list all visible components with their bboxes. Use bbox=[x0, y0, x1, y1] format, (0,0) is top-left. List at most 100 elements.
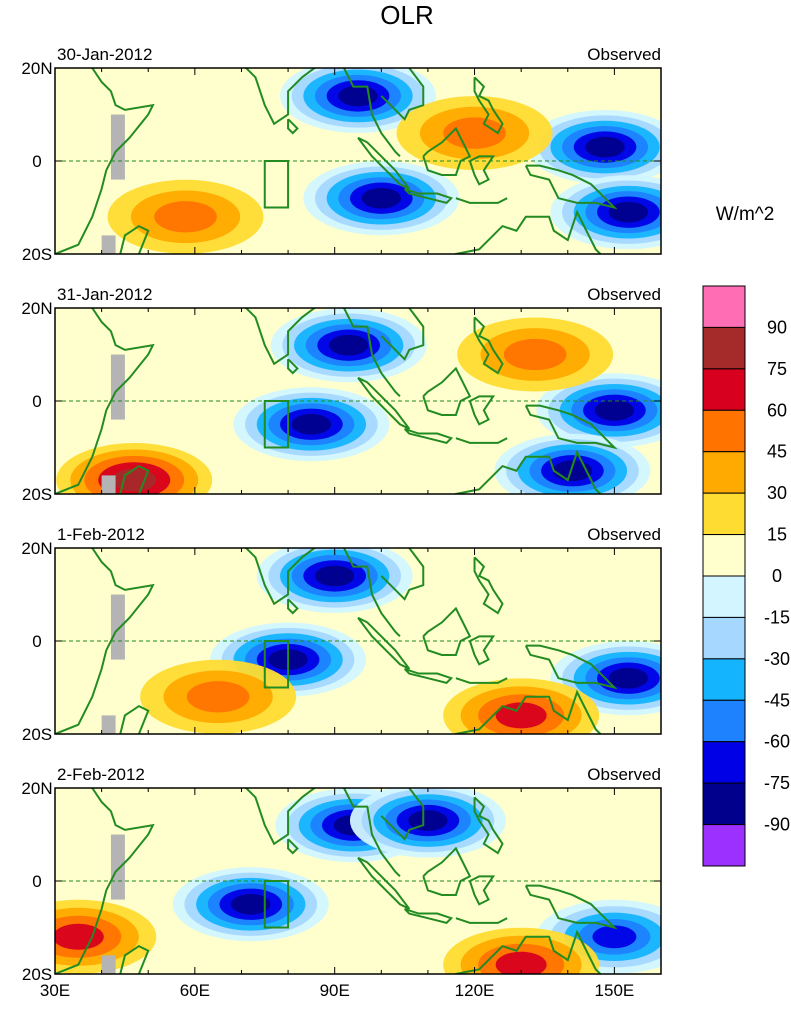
coastline bbox=[403, 187, 454, 204]
coastline bbox=[524, 884, 618, 930]
coastline bbox=[422, 366, 472, 416]
coastline bbox=[55, 68, 155, 254]
coastline bbox=[468, 395, 496, 426]
convection-contour bbox=[594, 399, 635, 421]
panel-label: Observed bbox=[587, 45, 661, 64]
missing-data-cell bbox=[101, 235, 116, 254]
panel-label: Observed bbox=[587, 285, 661, 304]
suppression-contour bbox=[443, 117, 506, 149]
coastline bbox=[524, 404, 618, 450]
colorbar-label: 60 bbox=[767, 400, 787, 420]
missing-data-cell bbox=[110, 834, 125, 900]
coastline bbox=[287, 118, 299, 135]
suppression-contour bbox=[112, 468, 157, 492]
colorbar-label: 0 bbox=[772, 566, 782, 586]
olr-field bbox=[55, 308, 661, 494]
panels: 20N 0 20S 30-Jan-2012 Observed 20N 0 20S 31-Jan-… bbox=[21, 45, 662, 1000]
colorbar-swatch bbox=[702, 741, 746, 784]
lon-tick-label: 30E bbox=[40, 981, 70, 1000]
colorbar-label: 90 bbox=[767, 317, 787, 337]
lat-tick-label: 0 bbox=[32, 152, 41, 171]
coastline bbox=[468, 875, 496, 906]
coastline bbox=[473, 316, 504, 375]
convection-contour bbox=[592, 925, 637, 949]
coastline bbox=[171, 68, 401, 158]
coastline bbox=[380, 308, 425, 361]
lat-tick-label: 20S bbox=[22, 245, 52, 264]
coastline bbox=[455, 437, 508, 444]
colorbar-swatch bbox=[702, 699, 746, 743]
suppression-contour bbox=[55, 923, 104, 950]
coastline bbox=[287, 838, 299, 855]
colorbar-swatch bbox=[702, 285, 746, 328]
suppression-contour bbox=[186, 681, 250, 713]
coastline bbox=[454, 929, 602, 974]
coastline bbox=[119, 704, 150, 734]
map-panel: 20N 0 20S 30-Jan-2012 Observed bbox=[21, 45, 662, 264]
colorbar-swatch bbox=[702, 824, 746, 867]
colorbar-swatch bbox=[702, 368, 746, 411]
coastline bbox=[55, 308, 155, 494]
panel-date: 2-Feb-2012 bbox=[57, 765, 145, 784]
coastline bbox=[403, 907, 454, 924]
index-box bbox=[263, 640, 290, 689]
figure-title: OLR bbox=[380, 0, 433, 30]
coastline bbox=[454, 209, 602, 254]
colorbar-swatch bbox=[702, 326, 746, 370]
colorbar-label: -90 bbox=[764, 815, 790, 835]
map-panel: 20N 0 20S 1-Feb-2012 Observed bbox=[21, 525, 662, 744]
colorbar-label: 30 bbox=[767, 483, 787, 503]
lat-tick-label: 20N bbox=[21, 299, 52, 318]
index-box bbox=[263, 160, 290, 209]
coastline bbox=[119, 464, 150, 494]
coastline bbox=[468, 635, 496, 666]
colorbar-label: 75 bbox=[767, 359, 787, 379]
colorbar-units: W/m^2 bbox=[716, 204, 775, 225]
lat-tick-label: 0 bbox=[32, 632, 41, 651]
coastline bbox=[171, 548, 401, 638]
missing-data-cell bbox=[110, 354, 125, 420]
colorbar-label: -30 bbox=[764, 649, 790, 669]
coastline bbox=[287, 598, 299, 615]
coastline bbox=[454, 689, 602, 734]
lat-tick-label: 20S bbox=[22, 725, 52, 744]
missing-data-cell bbox=[110, 114, 125, 180]
missing-data-cell bbox=[101, 715, 116, 734]
colorbar-swatch bbox=[702, 492, 746, 536]
map-panel: 20N 0 20S 31-Jan-2012 Observed bbox=[21, 285, 662, 504]
convection-contour bbox=[291, 413, 332, 435]
colorbar-swatch bbox=[702, 534, 746, 577]
colorbar-label: 45 bbox=[767, 442, 787, 462]
colorbar-label: -60 bbox=[764, 732, 790, 752]
colorbar-swatch bbox=[702, 451, 746, 494]
colorbar-swatch bbox=[702, 575, 746, 618]
lon-tick-label: 120E bbox=[455, 981, 495, 1000]
coastline bbox=[287, 358, 299, 375]
lon-tick-label: 150E bbox=[595, 981, 635, 1000]
panel-date: 30-Jan-2012 bbox=[57, 45, 152, 64]
coastline bbox=[119, 944, 150, 974]
coastline bbox=[55, 548, 155, 734]
panel-label: Observed bbox=[587, 765, 661, 784]
olr-field bbox=[55, 788, 661, 974]
coastline bbox=[380, 788, 425, 841]
coastline bbox=[357, 136, 411, 190]
coastline bbox=[119, 224, 150, 254]
olr-field bbox=[55, 548, 661, 734]
index-box bbox=[263, 880, 290, 929]
convection-contour bbox=[329, 334, 369, 356]
coastline bbox=[455, 197, 508, 204]
convection-contour bbox=[361, 187, 401, 209]
suppression-contour bbox=[495, 951, 547, 974]
convection-contour bbox=[408, 810, 448, 831]
colorbar-swatch bbox=[702, 782, 746, 826]
coastline bbox=[422, 606, 472, 656]
colorbar-label: 15 bbox=[767, 525, 787, 545]
map-panel: 20N 0 20S 2-Feb-2012 Observed bbox=[21, 765, 662, 984]
lat-tick-label: 20N bbox=[21, 59, 52, 78]
coastline bbox=[473, 76, 504, 135]
convection-contour bbox=[315, 565, 355, 587]
lat-tick-label: 0 bbox=[32, 392, 41, 411]
colorbar-swatch bbox=[702, 616, 746, 660]
